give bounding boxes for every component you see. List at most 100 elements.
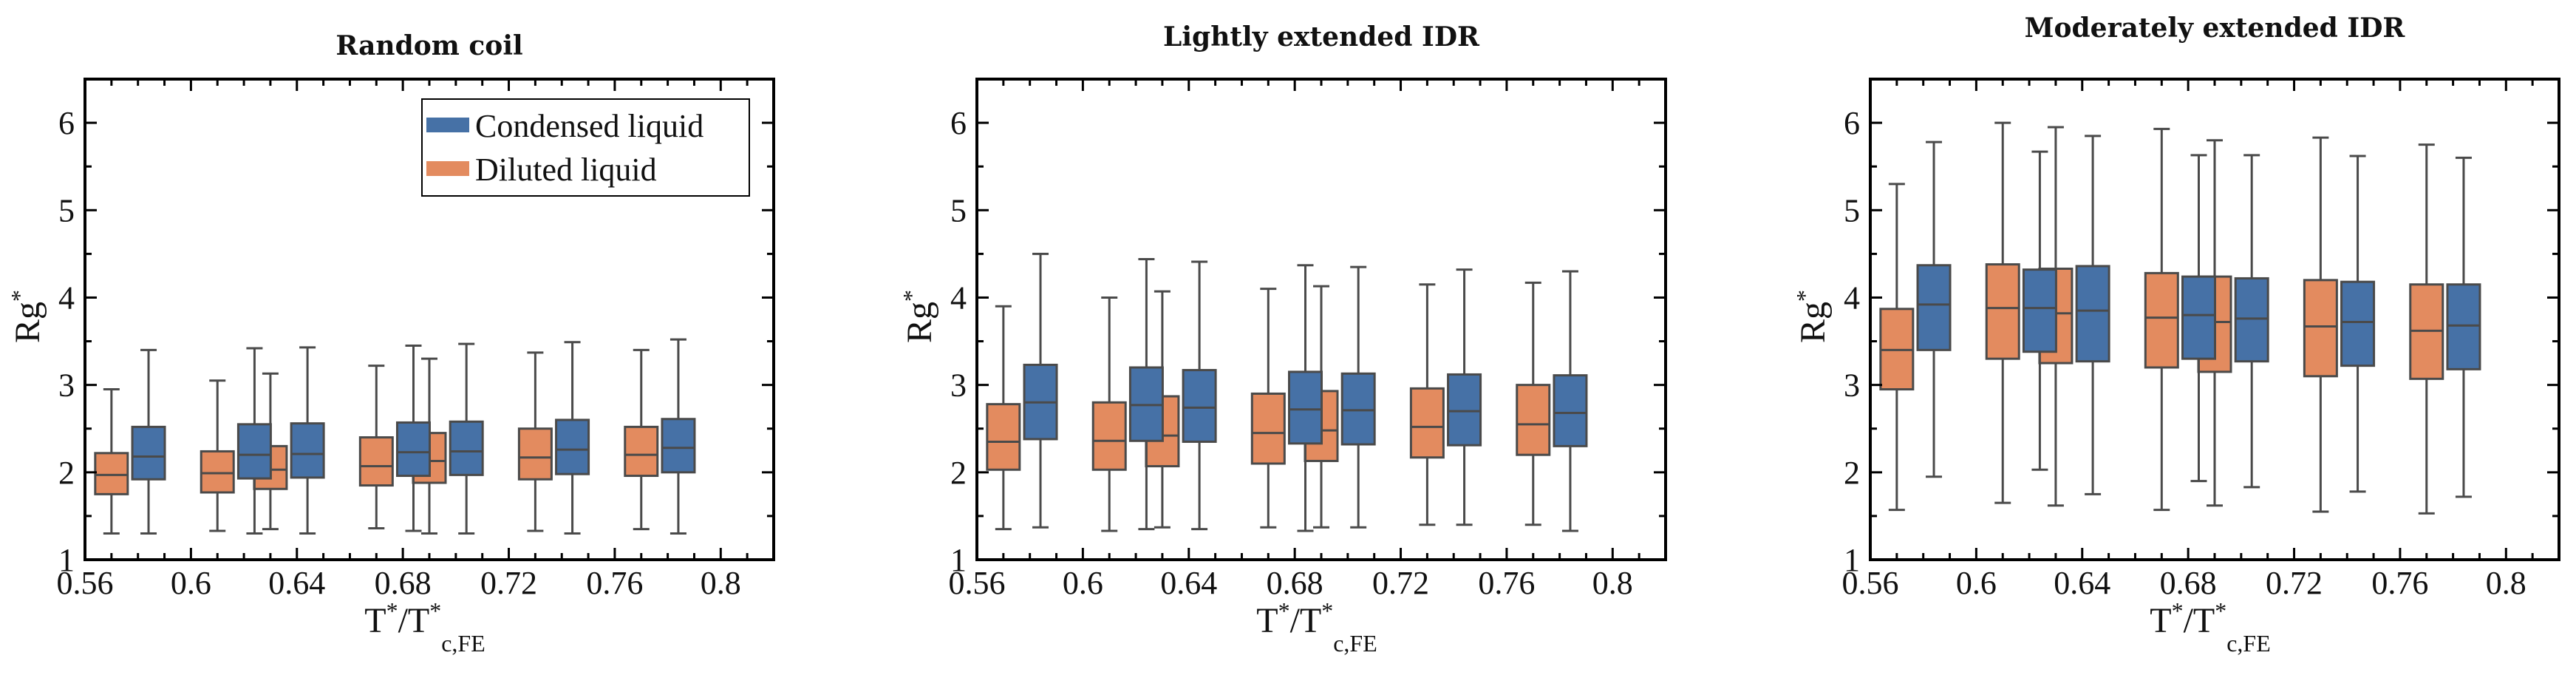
x-tick-label: 0.8 xyxy=(1592,565,1633,601)
series-condensed xyxy=(1916,135,2481,498)
box-condensed-4 xyxy=(395,344,431,532)
box-iqr xyxy=(1250,392,1286,465)
box-condensed-5 xyxy=(2234,154,2269,489)
box-iqr xyxy=(1516,384,1551,456)
box-iqr xyxy=(1182,369,1217,443)
box-diluted-1 xyxy=(1879,183,1915,512)
box-diluted-7 xyxy=(1516,281,1551,526)
y-tick-label: 1 xyxy=(1844,542,1860,578)
y-tick-label: 6 xyxy=(1844,105,1860,141)
box-diluted-6 xyxy=(2303,136,2338,513)
x-tick-label: 0.64 xyxy=(1160,565,1217,601)
x-tick-label: 0.72 xyxy=(2266,565,2323,601)
y-tick-label: 2 xyxy=(1844,455,1860,491)
x-axis-label: T*/T*c,FE xyxy=(364,597,485,657)
x-tick-label: 0.76 xyxy=(1478,565,1535,601)
box-iqr xyxy=(661,418,696,474)
box-iqr xyxy=(200,450,235,494)
box-iqr xyxy=(2234,277,2269,363)
x-tick-label: 0.8 xyxy=(2486,565,2526,601)
box-diluted-6 xyxy=(1409,283,1445,526)
box-iqr xyxy=(1091,401,1127,471)
x-tick-label: 0.56 xyxy=(949,565,1006,601)
x-axis-label: T*/T*c,FE xyxy=(2150,597,2271,657)
box-iqr xyxy=(1553,374,1588,447)
x-tick-label: 0.64 xyxy=(268,565,325,601)
y-tick-label: 6 xyxy=(58,105,75,141)
box-diluted-4 xyxy=(2144,127,2179,512)
box-iqr xyxy=(1447,373,1482,447)
box-iqr xyxy=(2181,275,2216,360)
x-tick-label: 0.56 xyxy=(1842,565,1899,601)
x-tick-label: 0.68 xyxy=(1267,565,1323,601)
x-tick-label: 0.72 xyxy=(1372,565,1429,601)
box-condensed-5 xyxy=(449,342,484,535)
x-tick-label: 0.56 xyxy=(57,565,114,601)
box-diluted-1 xyxy=(986,305,1021,531)
x-tick-label: 0.72 xyxy=(480,565,537,601)
box-condensed-4 xyxy=(2181,154,2216,483)
box-iqr xyxy=(517,427,553,481)
box-iqr xyxy=(2446,283,2481,370)
box-diluted-1 xyxy=(94,388,129,535)
box-condensed-6 xyxy=(1447,268,1482,526)
y-tick-label: 2 xyxy=(950,455,967,491)
box-condensed-7 xyxy=(1553,270,1588,532)
box-condensed-1 xyxy=(1916,140,1952,478)
y-tick-label: 1 xyxy=(58,542,75,578)
box-iqr xyxy=(395,421,431,478)
box-iqr xyxy=(1409,387,1445,459)
panel-title: Lightly extended IDR xyxy=(1163,21,1480,52)
box-condensed-4 xyxy=(1287,264,1323,532)
box-iqr xyxy=(555,418,590,475)
box-condensed-3 xyxy=(1182,260,1217,531)
x-tick-label: 0.6 xyxy=(1956,565,1997,601)
box-condensed-2 xyxy=(236,347,272,535)
y-tick-label: 5 xyxy=(1844,192,1860,228)
x-tick-label: 0.6 xyxy=(1063,565,1103,601)
box-diluted-6 xyxy=(517,351,553,532)
box-iqr xyxy=(986,403,1021,471)
box-iqr xyxy=(2022,268,2057,353)
x-tick-label: 0.68 xyxy=(375,565,432,601)
y-tick-label: 5 xyxy=(950,192,967,228)
box-diluted-2 xyxy=(1985,121,2020,504)
box-diluted-7 xyxy=(2409,143,2444,515)
x-tick-label: 0.6 xyxy=(171,565,211,601)
x-tick-label: 0.64 xyxy=(2054,565,2110,601)
box-iqr xyxy=(449,420,484,476)
box-diluted-4 xyxy=(358,365,394,529)
box-iqr xyxy=(131,425,166,481)
box-diluted-4 xyxy=(1250,288,1286,529)
box-iqr xyxy=(2144,271,2179,369)
panel-title: Moderately extended IDR xyxy=(2025,13,2406,44)
y-tick-label: 3 xyxy=(58,367,75,404)
y-tick-label: 1 xyxy=(950,542,967,578)
box-iqr xyxy=(94,452,129,495)
box-iqr xyxy=(358,436,394,487)
x-tick-label: 0.76 xyxy=(2371,565,2428,601)
box-condensed-7 xyxy=(2446,156,2481,498)
box-iqr xyxy=(1916,264,1952,351)
y-tick-label: 4 xyxy=(58,279,75,316)
box-condensed-6 xyxy=(2340,155,2376,493)
box-iqr xyxy=(1287,370,1323,445)
x-tick-label: 0.76 xyxy=(586,565,643,601)
box-condensed-1 xyxy=(131,348,166,535)
box-condensed-6 xyxy=(555,341,590,535)
box-condensed-7 xyxy=(661,338,696,535)
x-tick-label: 0.8 xyxy=(701,565,741,601)
y-axis-label: Rg* xyxy=(898,290,939,343)
y-tick-label: 6 xyxy=(950,105,967,141)
x-axis-label: T*/T*c,FE xyxy=(1256,597,1377,657)
box-condensed-2 xyxy=(2022,150,2057,471)
box-iqr xyxy=(2075,265,2110,363)
panel-3: Moderately extended IDR 0.56 0.6 0.64 0.68 0.… xyxy=(1791,13,2560,657)
box-condensed-5 xyxy=(1340,265,1376,529)
box-condensed-3 xyxy=(2075,135,2110,495)
panel-1: Random coil 0.56 0.6 0.64 0.68 0.72 0.76 0.8 1 2 3… xyxy=(6,30,775,657)
y-tick-label: 3 xyxy=(950,367,967,404)
legend-swatch-condensed xyxy=(426,118,469,132)
panel-title: Random coil xyxy=(335,30,522,61)
